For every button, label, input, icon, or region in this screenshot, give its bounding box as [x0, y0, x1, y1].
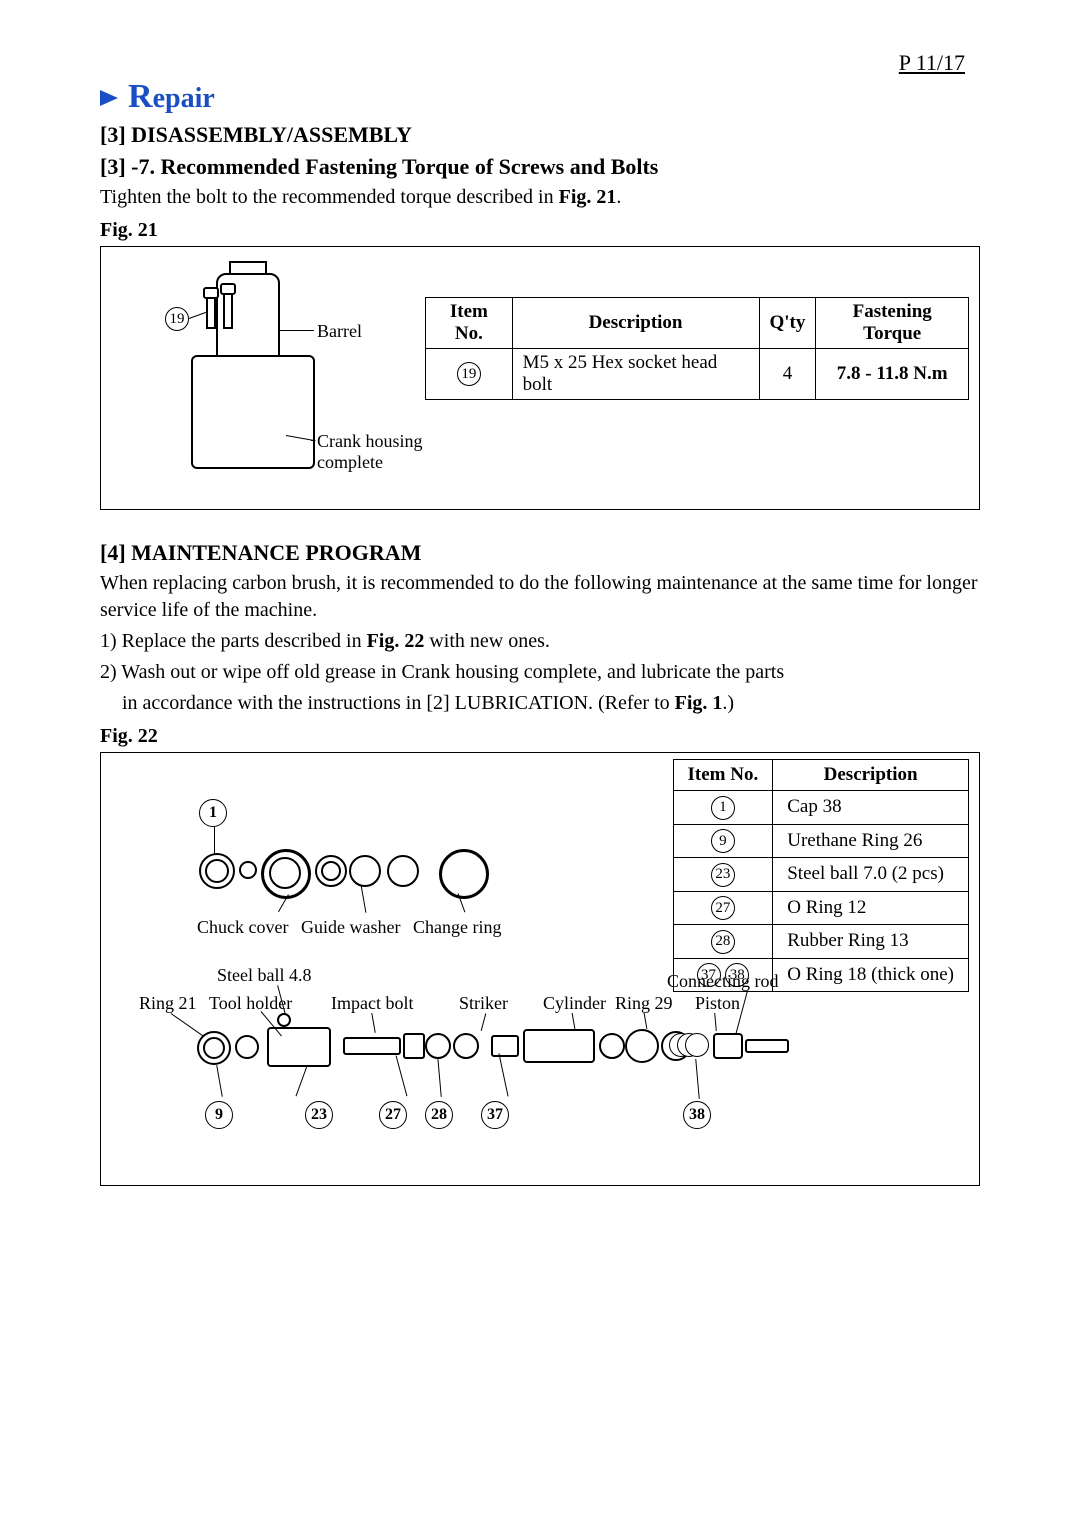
p3b-a: in accordance with the instructions in […: [122, 692, 675, 714]
th-torque: Fastening Torque: [816, 298, 969, 349]
repair-title: Repair: [128, 78, 215, 116]
callout-1: 1: [199, 799, 227, 827]
th-itemno: Item No.: [426, 298, 512, 349]
row-item: 28: [711, 930, 735, 954]
table-row: 19 M5 x 25 Hex socket head bolt 4 7.8 - …: [426, 349, 969, 400]
row-desc: O Ring 12: [773, 891, 969, 925]
callout-23: 23: [305, 1101, 333, 1129]
label-striker: Striker: [459, 993, 508, 1014]
label-impact-bolt: Impact bolt: [331, 993, 413, 1014]
intro-fig-ref: Fig. 21: [559, 186, 617, 208]
p2-b: with new ones.: [424, 630, 550, 652]
label-barrel: Barrel: [317, 321, 362, 342]
row-desc: Urethane Ring 26: [773, 824, 969, 858]
intro-text-a: Tighten the bolt to the recommended torq…: [100, 186, 559, 208]
table-row: 23 Steel ball 7.0 (2 pcs): [673, 858, 968, 892]
fig21-label: Fig. 21: [100, 219, 980, 242]
parts-table: Item No. Description 1 Cap 38 9 Urethane R…: [673, 759, 969, 992]
label-crank: Crank housing complete: [317, 431, 437, 473]
label-connecting-rod: Connecting rod: [667, 971, 778, 992]
label-steel-ball-48: Steel ball 4.8: [217, 965, 311, 986]
label-cylinder: Cylinder: [543, 993, 606, 1014]
section4-p3: 2) Wash out or wipe off old grease in Cr…: [100, 659, 980, 686]
triangle-icon: [100, 90, 118, 106]
section4-p3b: in accordance with the instructions in […: [100, 690, 980, 717]
label-guide-washer: Guide washer: [301, 917, 400, 938]
row-item: 23: [711, 863, 735, 887]
row-desc: Cap 38: [773, 791, 969, 825]
row-item: 1: [711, 796, 735, 820]
p3b-b: .): [722, 692, 734, 714]
torque-table: Item No. Description Q'ty Fastening Torq…: [425, 297, 969, 400]
row-desc: O Ring 18 (thick one): [773, 958, 969, 992]
row-desc: M5 x 25 Hex socket head bolt: [512, 349, 759, 400]
label-change-ring: Change ring: [413, 917, 501, 938]
section4-p1: When replacing carbon brush, it is recom…: [100, 570, 980, 624]
pt-h-item: Item No.: [673, 760, 773, 791]
repair-heading: Repair: [100, 78, 980, 116]
callout-37: 37: [481, 1101, 509, 1129]
fig22-box: Item No. Description 1 Cap 38 9 Urethane R…: [100, 752, 980, 1186]
row-desc: Steel ball 7.0 (2 pcs): [773, 858, 969, 892]
row-desc: Rubber Ring 13: [773, 925, 969, 959]
th-qty: Q'ty: [759, 298, 816, 349]
section3-heading: [3] DISASSEMBLY/ASSEMBLY: [100, 122, 980, 148]
label-ring21: Ring 21: [139, 993, 197, 1014]
callout-19: 19: [165, 307, 189, 331]
pt-h-desc: Description: [773, 760, 969, 791]
callout-28: 28: [425, 1101, 453, 1129]
fig21-box: 19 Barrel Crank housing complete Item No…: [100, 246, 980, 510]
section4-heading: [4] MAINTENANCE PROGRAM: [100, 540, 980, 566]
callout-27: 27: [379, 1101, 407, 1129]
callout-9: 9: [205, 1101, 233, 1129]
row-item: 19: [457, 362, 481, 386]
row-item: 9: [711, 829, 735, 853]
p2-fig: Fig. 22: [367, 630, 425, 652]
row-torque: 7.8 - 11.8 N.m: [816, 349, 969, 400]
table-row: 1 Cap 38: [673, 791, 968, 825]
label-ring29: Ring 29: [615, 993, 673, 1014]
table-row: 9 Urethane Ring 26: [673, 824, 968, 858]
row-qty: 4: [759, 349, 816, 400]
label-piston: Piston: [695, 993, 740, 1014]
table-row: 27 O Ring 12: [673, 891, 968, 925]
fig21-diagram: 19 Barrel Crank housing complete: [111, 255, 401, 495]
th-desc: Description: [512, 298, 759, 349]
section3-intro: Tighten the bolt to the recommended torq…: [100, 184, 980, 211]
table-row: 28 Rubber Ring 13: [673, 925, 968, 959]
row-item: 27: [711, 896, 735, 920]
label-chuck-cover: Chuck cover: [197, 917, 288, 938]
intro-text-b: .: [616, 186, 621, 208]
p2-a: 1) Replace the parts described in: [100, 630, 367, 652]
p3b-fig: Fig. 1: [675, 692, 723, 714]
callout-38: 38: [683, 1101, 711, 1129]
section3-subheading: [3] -7. Recommended Fastening Torque of …: [100, 154, 980, 180]
page-number: P 11/17: [899, 50, 965, 76]
fig22-label: Fig. 22: [100, 725, 980, 748]
section4-p2: 1) Replace the parts described in Fig. 2…: [100, 628, 980, 655]
